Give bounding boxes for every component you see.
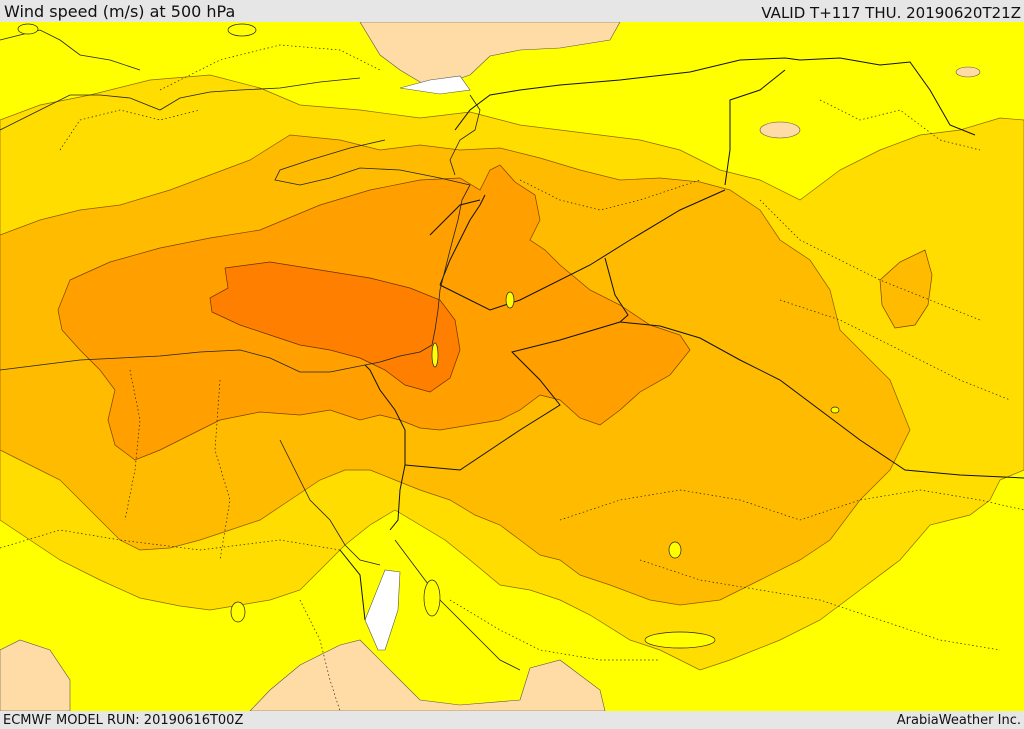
unshaded-area-southwest — [0, 639, 71, 711]
internal-boundaries — [0, 44, 1024, 711]
model-run-label: ECMWF MODEL RUN: 20190616T00Z — [3, 713, 244, 728]
footer-bar — [0, 711, 1024, 729]
header-bar — [0, 0, 1024, 22]
lakes — [17, 23, 840, 649]
unshaded-sea-north — [399, 75, 471, 95]
unshaded-spot-east — [759, 121, 801, 139]
wind-speed-map — [0, 22, 1024, 711]
valid-time-label: VALID T+117 THU. 20190620T21Z — [761, 4, 1021, 22]
contour-patch-east — [879, 249, 933, 329]
credit-label: ArabiaWeather Inc. — [896, 713, 1021, 728]
unshaded-area-north — [359, 22, 621, 86]
unshaded-sea-south — [364, 569, 401, 651]
unshaded-area-south — [249, 639, 606, 711]
country-borders — [339, 57, 1024, 621]
contour-band-level-5 — [209, 261, 461, 393]
map-title: Wind speed (m/s) at 500 hPa — [4, 2, 236, 21]
unshaded-spot-northeast — [955, 66, 981, 78]
coastlines — [0, 29, 521, 671]
